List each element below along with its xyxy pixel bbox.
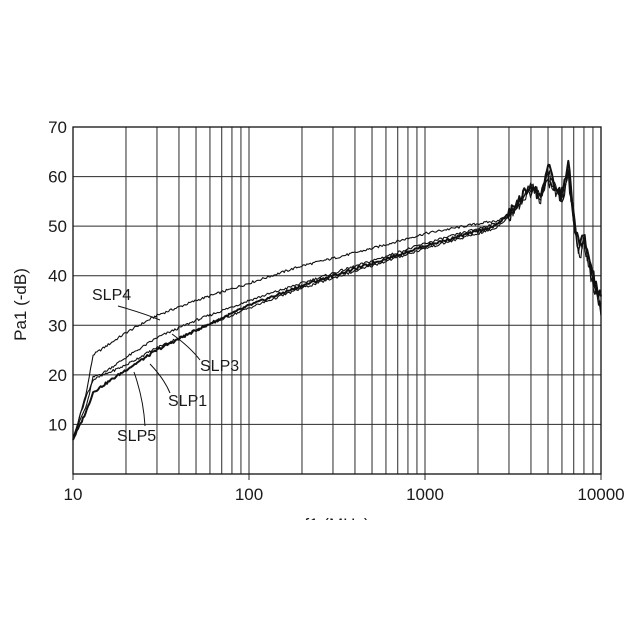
x-tick-label: 100 <box>235 485 263 504</box>
label-leader-line <box>150 364 170 393</box>
series-label-slp3: SLP3 <box>200 358 239 375</box>
y-tick-label: 30 <box>48 316 67 335</box>
x-axis-tick-labels: 10 100 1000 10000 <box>64 485 625 504</box>
x-axis-title-crop <box>0 520 640 640</box>
y-tick-label: 40 <box>48 267 67 286</box>
x-tick-label: 10000 <box>577 485 624 504</box>
y-axis-tick-labels: 10 20 30 40 50 60 70 <box>48 118 67 434</box>
y-axis-title: Pa1 (-dB) <box>11 268 30 341</box>
plot-area-frame <box>73 127 601 474</box>
series-line-slp5 <box>73 170 601 440</box>
y-tick-label: 10 <box>48 415 67 434</box>
label-leader-line <box>134 372 145 426</box>
chart-series-group <box>73 161 601 441</box>
y-tick-label: 20 <box>48 366 67 385</box>
x-tick-label: 10 <box>64 485 83 504</box>
series-line-slp3 <box>73 169 601 440</box>
series-label-slp1: SLP1 <box>168 393 207 410</box>
y-tick-label: 60 <box>48 168 67 187</box>
series-line-slp1 <box>73 161 601 440</box>
x-tick-label: 1000 <box>406 485 444 504</box>
label-leader-line <box>118 306 160 320</box>
series-label-slp4: SLP4 <box>92 287 131 304</box>
series-label-slp5: SLP5 <box>117 428 156 445</box>
y-tick-label: 70 <box>48 118 67 137</box>
series-line-slp4 <box>73 173 601 440</box>
y-tick-label: 50 <box>48 217 67 236</box>
